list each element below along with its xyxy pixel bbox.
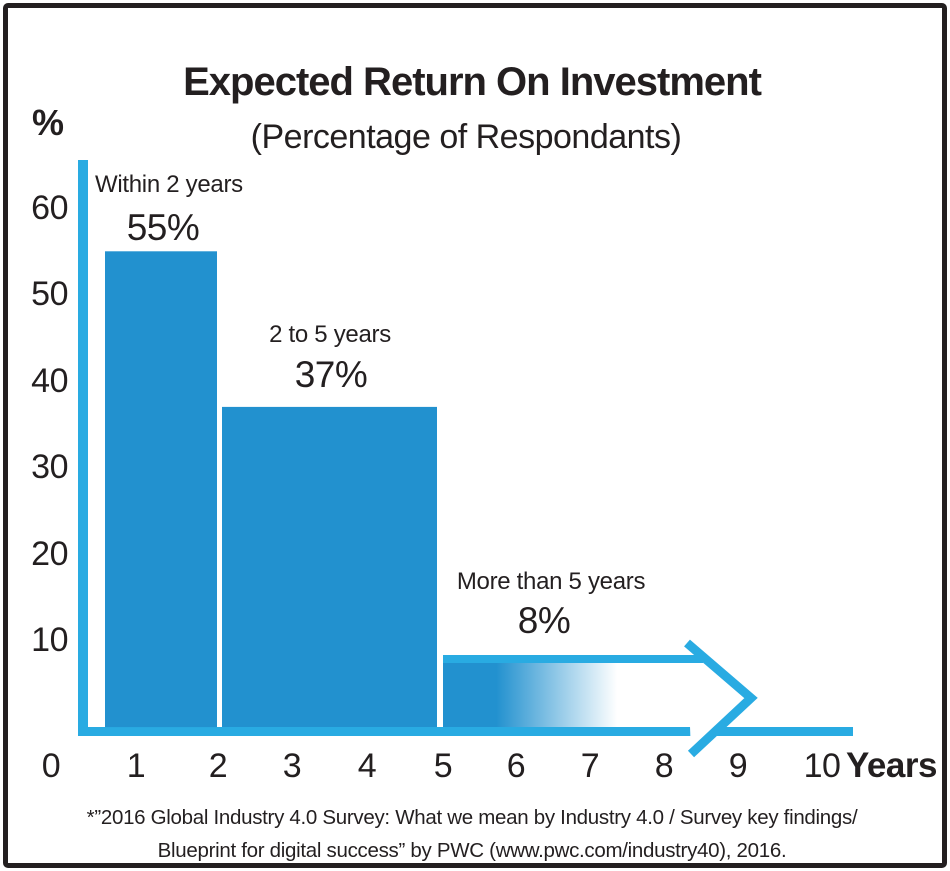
y-tick-label: 10	[31, 621, 68, 659]
bar-more-than-5-years-gradient	[443, 657, 685, 727]
y-tick-label: 20	[31, 535, 68, 573]
chart-subtitle: (Percentage of Respondants)	[251, 118, 682, 156]
x-tick-label: 9	[729, 747, 747, 785]
bar-value-label: 8%	[518, 600, 570, 641]
bar-category-label: 2 to 5 years	[269, 321, 391, 348]
x-tick-label: 6	[507, 747, 525, 785]
bar-value-label: 37%	[295, 354, 368, 395]
x-tick-label: 4	[358, 747, 376, 785]
x-tick-label: 0	[42, 747, 60, 785]
x-tick-label: 8	[655, 747, 673, 785]
x-tick-label: 5	[434, 747, 452, 785]
x-axis-unit-label: Years	[846, 746, 937, 785]
footnote-line-1: *”2016 Global Industry 4.0 Survey: What …	[87, 806, 858, 829]
bar-2-to-5-years	[222, 406, 437, 727]
x-tick-label: 1	[127, 747, 145, 785]
x-tick-label: 7	[581, 747, 599, 785]
x-tick-label: 2	[209, 747, 227, 785]
bar-category-label: Within 2 years	[95, 171, 243, 198]
y-axis-line	[78, 160, 88, 736]
y-tick-label: 50	[31, 275, 68, 313]
y-axis-unit-label: %	[32, 102, 64, 143]
x-axis-line	[78, 727, 853, 736]
bar-value-label: 55%	[127, 207, 200, 248]
y-tick-label: 30	[31, 448, 68, 486]
x-tick-label: 10	[804, 747, 841, 785]
bar-category-label: More than 5 years	[457, 568, 646, 595]
bar-within-2-years	[105, 251, 217, 728]
y-tick-label: 40	[31, 362, 68, 400]
arrow-head-icon	[684, 639, 758, 758]
y-tick-label: 60	[31, 189, 68, 227]
footnote-line-2: Blueprint for digital success” by PWC (w…	[158, 839, 787, 862]
chart-title: Expected Return On Investment	[183, 60, 761, 104]
x-tick-label: 3	[283, 747, 301, 785]
